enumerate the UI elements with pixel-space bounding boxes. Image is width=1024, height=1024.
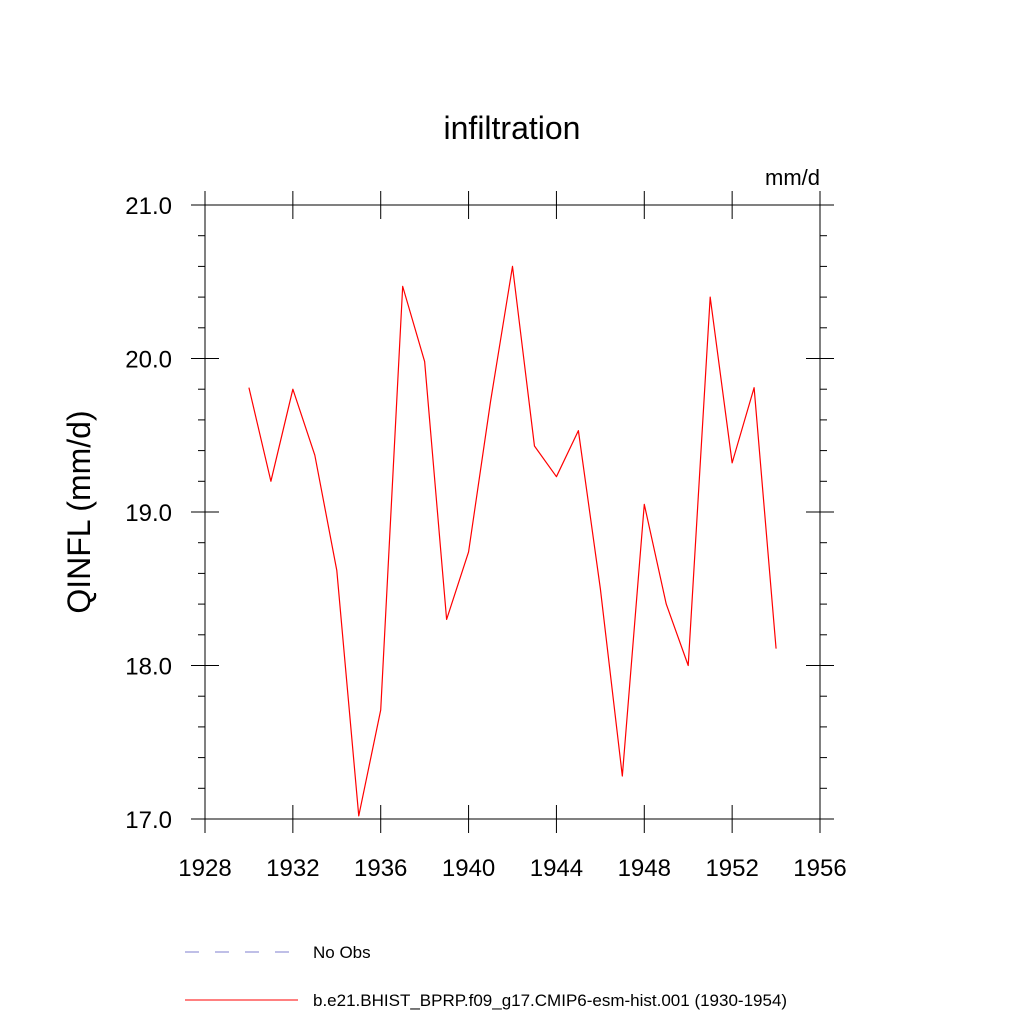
y-tick-label: 19.0 [125,500,172,527]
legend-label: No Obs [313,943,371,962]
axis-ticks [191,191,834,833]
plot-frame [204,204,821,820]
series-line [248,265,777,817]
x-tick-label: 1928 [178,855,231,882]
x-tick-label: 1956 [793,855,846,882]
y-tick-label: 21.0 [125,193,172,220]
units-label: mm/d [765,165,820,190]
x-tick-label: 1952 [705,855,758,882]
chart-title: infiltration [444,110,581,146]
y-tick-label: 17.0 [125,807,172,834]
x-tick-label: 1936 [354,855,407,882]
x-tick-label: 1932 [266,855,319,882]
y-tick-label: 18.0 [125,654,172,681]
legend-label: b.e21.BHIST_BPRP.f09_g17.CMIP6-esm-hist.… [313,991,787,1010]
series-layer [248,265,777,817]
x-tick-label: 1944 [530,855,583,882]
x-tick-label: 1940 [442,855,495,882]
axis-tick-labels: 1928 1932 1936 1940 1944 1948 1952 1956 17.0 18.0… [125,193,846,882]
legend: No Obs b.e21.BHIST_BPRP.f09_g17.CMIP6-esm… [185,943,787,1010]
x-tick-label: 1948 [618,855,671,882]
y-axis-label: QINFL (mm/d) [61,410,97,613]
y-tick-label: 20.0 [125,347,172,374]
